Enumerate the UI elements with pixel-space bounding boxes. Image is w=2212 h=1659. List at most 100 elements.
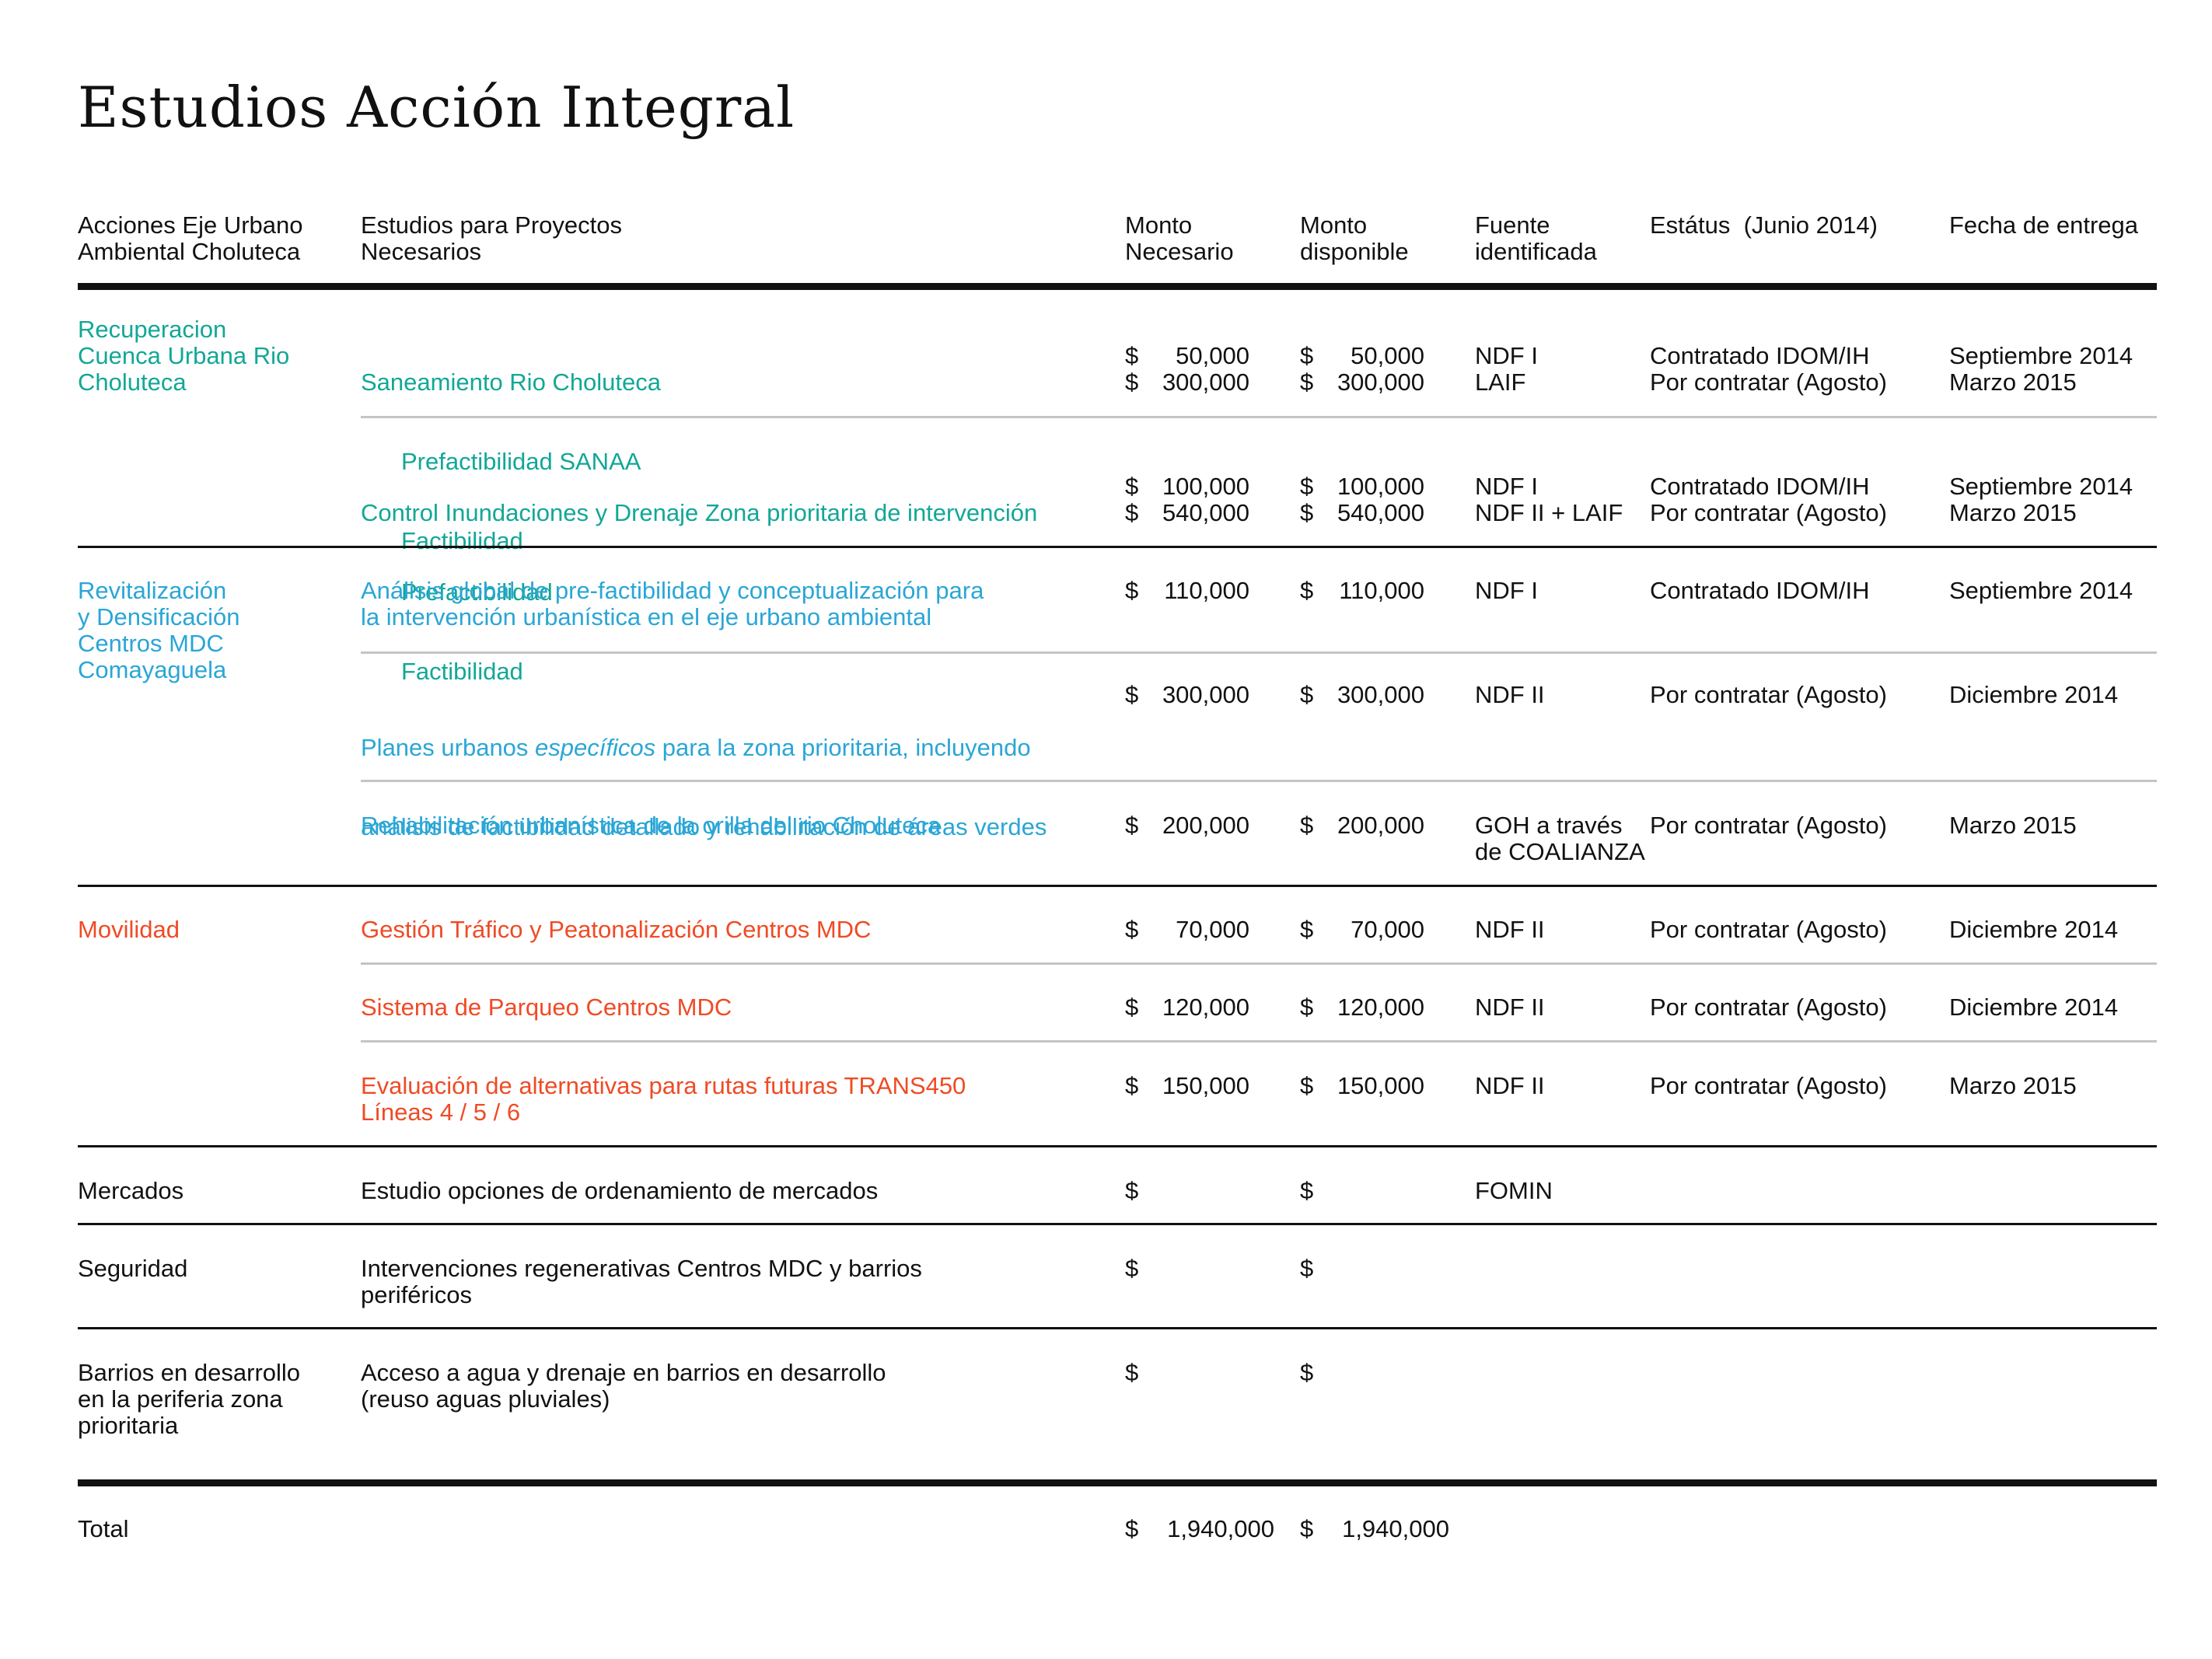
study-title: Gestión Tráfico y Peatonalización Centro… — [361, 916, 872, 943]
amount-value: 50,000 — [1176, 342, 1249, 369]
amount-value: 50,000 — [1351, 342, 1424, 369]
group-divider — [78, 546, 2157, 548]
monto-disponible-cell: $200,000 — [1300, 812, 1424, 839]
header-estatus: Estátus (Junio 2014) — [1650, 211, 1878, 239]
study-title: Control Inundaciones y Drenaje Zona prio… — [361, 447, 1037, 711]
amount-value: 120,000 — [1162, 994, 1249, 1021]
amount-value: 540,000 — [1337, 499, 1424, 526]
currency-symbol: $ — [1300, 577, 1314, 604]
currency-symbol: $ — [1300, 342, 1314, 369]
study-subitem: Prefactibilidad — [401, 578, 553, 606]
estatus-cell: Por contratar (Agosto) — [1650, 1072, 1887, 1099]
study-title-text: análisis de factibilidad detallado y reh… — [361, 813, 1047, 840]
header-fecha: Fecha de entrega — [1949, 211, 2139, 239]
fuente-cell: NDF II — [1475, 1072, 1545, 1099]
estatus-cell: Por contratar (Agosto) — [1650, 681, 1887, 708]
currency-symbol: $ — [1125, 1255, 1139, 1282]
currency-symbol: $ — [1300, 812, 1314, 839]
header-monto-disponible: Monto disponible — [1300, 211, 1409, 265]
monto-disponible-cell: $300,000 — [1300, 682, 1424, 708]
fecha-cell: Septiembre 2014 Marzo 2015 — [1949, 473, 2133, 526]
monto-disponible-cell: $150,000 — [1300, 1073, 1424, 1099]
amount-value: 1,940,000 — [1167, 1515, 1274, 1542]
amount-value: 110,000 — [1339, 577, 1424, 604]
currency-symbol: $ — [1125, 916, 1139, 943]
monto-disponible-cell: $120,000 — [1300, 994, 1424, 1021]
group-divider — [78, 1145, 2157, 1147]
fuente-cell: NDF II — [1475, 916, 1545, 943]
row-divider — [361, 416, 2157, 418]
fecha-cell: Diciembre 2014 — [1949, 681, 2119, 708]
currency-symbol: $ — [1300, 1177, 1314, 1204]
study-title: Acceso a agua y drenaje en barrios en de… — [361, 1359, 886, 1413]
fecha-cell: Marzo 2015 — [1949, 812, 2077, 839]
row-divider — [361, 780, 2157, 782]
estatus-cell: Por contratar (Agosto) — [1650, 812, 1887, 839]
amount-value: 200,000 — [1162, 812, 1249, 839]
row-divider — [361, 1040, 2157, 1043]
monto-disponible-cell: $100,000 $540,000 — [1300, 473, 1424, 526]
study-title: Saneamiento Rio Choluteca Prefactibilida… — [361, 316, 661, 581]
study-title: Rehabilitación urbanística de la orilla … — [361, 812, 942, 839]
study-subitem: Factibilidad — [401, 658, 523, 685]
estatus-cell: Contratado IDOM/IH Por contratar (Agosto… — [1650, 342, 1887, 396]
group-label-recuperacion: Recuperacion Cuenca Urbana Rio Choluteca — [78, 316, 290, 396]
currency-symbol: $ — [1300, 1255, 1314, 1282]
header-estudios: Estudios para Proyectos Necesarios — [361, 211, 623, 265]
amount-value: 150,000 — [1337, 1072, 1424, 1099]
total-label: Total — [78, 1515, 129, 1542]
study-subitem: Factibilidad — [401, 527, 523, 554]
header-divider — [78, 283, 2157, 290]
amount-value: 110,000 — [1164, 577, 1249, 604]
amount-value: 100,000 — [1337, 473, 1424, 500]
fuente-cell: GOH a través de COALIANZA — [1475, 812, 1645, 865]
group-label-revitalizacion: Revitalización y Densificación Centros M… — [78, 577, 240, 683]
study-title: Sistema de Parqueo Centros MDC — [361, 994, 732, 1021]
study-title: Análisis global de pre-factibilidad y co… — [361, 577, 984, 630]
estatus-cell: Contratado IDOM/IH Por contratar (Agosto… — [1650, 473, 1887, 526]
study-name: Saneamiento Rio Choluteca — [361, 368, 662, 396]
study-title-emphasis: específicos — [535, 734, 656, 761]
currency-symbol: $ — [1300, 681, 1314, 708]
study-title: Estudio opciones de ordenamiento de merc… — [361, 1177, 879, 1204]
amount-value: 120,000 — [1337, 994, 1424, 1021]
currency-symbol: $ — [1300, 368, 1314, 396]
total-divider — [78, 1479, 2157, 1486]
fecha-cell: Septiembre 2014 — [1949, 577, 2133, 604]
amount-value: 200,000 — [1337, 812, 1424, 839]
amount-value: 70,000 — [1351, 916, 1424, 943]
currency-symbol: $ — [1300, 916, 1314, 943]
monto-necesario-cell: $110,000 — [1125, 578, 1249, 604]
study-subitem: Prefactibilidad SANAA — [401, 448, 641, 475]
amount-value: 70,000 — [1176, 916, 1249, 943]
amount-value: 540,000 — [1162, 499, 1249, 526]
group-label-mercados: Mercados — [78, 1177, 184, 1204]
currency-symbol: $ — [1125, 1515, 1139, 1542]
header-fuente: Fuente identificada — [1475, 211, 1597, 265]
monto-necesario-cell: $300,000 — [1125, 682, 1249, 708]
fuente-cell: NDF II — [1475, 681, 1545, 708]
amount-value: 300,000 — [1337, 681, 1424, 708]
fecha-cell: Diciembre 2014 — [1949, 916, 2119, 943]
header-monto-necesario: Monto Necesario — [1125, 211, 1234, 265]
monto-disponible-cell: $50,000 $300,000 — [1300, 343, 1424, 396]
currency-symbol: $ — [1125, 1177, 1139, 1204]
study-title-text: Planes urbanos — [361, 734, 536, 761]
currency-symbol: $ — [1125, 499, 1139, 526]
estatus-cell: Contratado IDOM/IH — [1650, 577, 1870, 604]
currency-symbol: $ — [1300, 1359, 1314, 1386]
group-divider — [78, 885, 2157, 887]
fuente-cell: NDF II — [1475, 994, 1545, 1021]
fuente-cell: NDF I — [1475, 577, 1538, 604]
currency-symbol: $ — [1125, 368, 1139, 396]
fuente-cell: NDF I NDF II + LAIF — [1475, 473, 1623, 526]
study-title: Intervenciones regenerativas Centros MDC… — [361, 1255, 922, 1308]
currency-symbol: $ — [1125, 1072, 1139, 1099]
page-title: Estudios Acción Integral — [78, 75, 795, 140]
amount-value: 1,940,000 — [1342, 1515, 1449, 1542]
row-divider — [361, 962, 2157, 965]
currency-symbol: $ — [1300, 1515, 1314, 1542]
header-acciones: Acciones Eje Urbano Ambiental Choluteca — [78, 211, 303, 265]
currency-symbol: $ — [1125, 681, 1139, 708]
study-name: Control Inundaciones y Drenaje Zona prio… — [361, 499, 1038, 526]
